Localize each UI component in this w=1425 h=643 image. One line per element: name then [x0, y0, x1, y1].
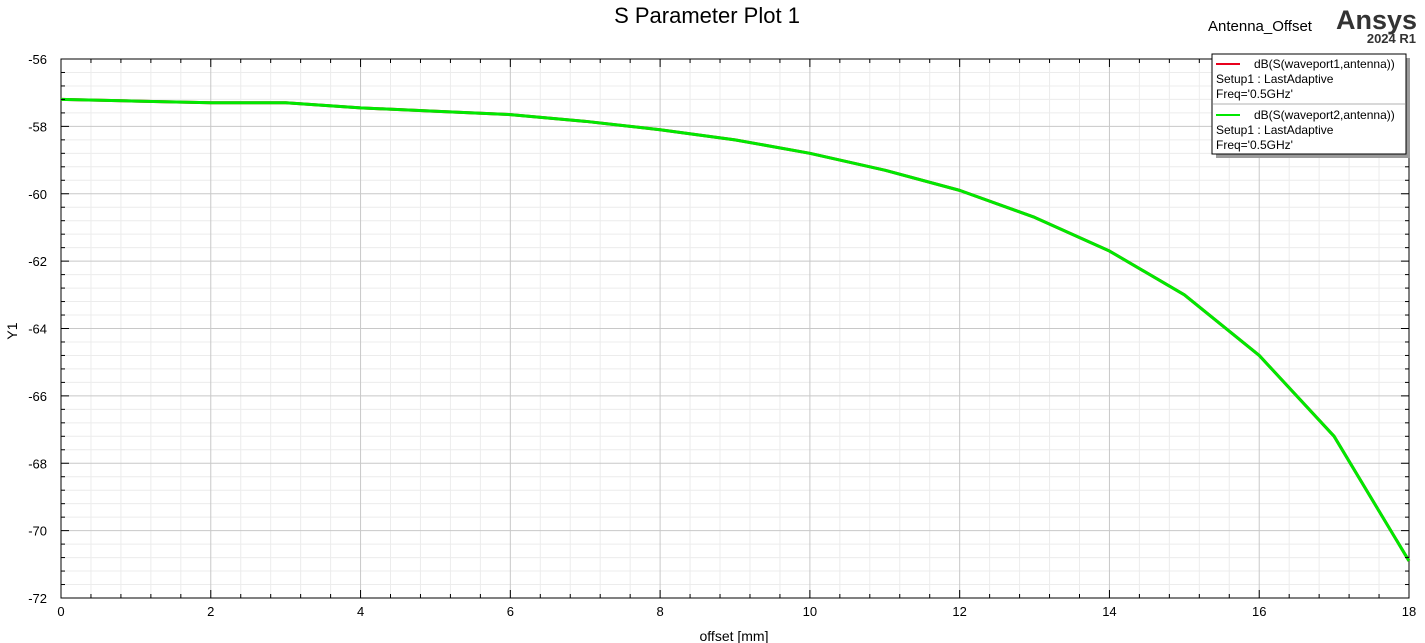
legend-series-1-freq: Freq='0.5GHz' [1216, 87, 1293, 101]
legend-series-2-freq: Freq='0.5GHz' [1216, 138, 1293, 152]
x-tick-label: 12 [952, 604, 966, 619]
x-tick-label: 8 [656, 604, 663, 619]
legend[interactable]: dB(S(waveport1,antenna)) Setup1 : LastAd… [1211, 53, 1410, 158]
brand-version: 2024 R1 [1367, 31, 1416, 46]
ticks: 0 2 4 6 8 10 12 14 16 18 -72 -70 -68 -66 -64 -62 -60 -58 -… [28, 52, 1416, 619]
series-line-2[interactable] [60, 97, 1411, 562]
x-tick-label: 10 [803, 604, 817, 619]
legend-series-1-name: dB(S(waveport1,antenna)) [1254, 57, 1395, 71]
y-tick-label: -58 [28, 119, 47, 134]
grid [60, 58, 1410, 599]
y-tick-label: -64 [28, 322, 47, 337]
x-tick-label: 2 [207, 604, 214, 619]
x-tick-label: 18 [1402, 604, 1416, 619]
project-name: Antenna_Offset [1208, 18, 1313, 35]
x-tick-label: 6 [507, 604, 514, 619]
legend-series-2-setup: Setup1 : LastAdaptive [1216, 123, 1334, 137]
x-tick-label: 14 [1102, 604, 1116, 619]
y-tick-label: -66 [28, 389, 47, 404]
legend-series-1-setup: Setup1 : LastAdaptive [1216, 72, 1334, 86]
x-tick-label: 0 [57, 604, 64, 619]
y-tick-label: -60 [28, 187, 47, 202]
y-tick-label: -62 [28, 254, 47, 269]
brand-logo: Ansys [1336, 5, 1417, 35]
series-line-1[interactable] [60, 97, 1411, 562]
legend-series-2-name: dB(S(waveport2,antenna)) [1254, 108, 1395, 122]
x-axis-label: offset [mm] [700, 628, 769, 643]
chart-title: S Parameter Plot 1 [614, 3, 800, 28]
y-axis-label: Y1 [4, 322, 20, 339]
x-tick-label: 16 [1252, 604, 1266, 619]
x-tick-label: 4 [357, 604, 364, 619]
series-layer [60, 97, 1411, 562]
y-tick-label: -68 [28, 456, 47, 471]
y-tick-label: -72 [28, 591, 47, 606]
y-tick-label: -70 [28, 524, 47, 539]
y-tick-label: -56 [28, 52, 47, 67]
